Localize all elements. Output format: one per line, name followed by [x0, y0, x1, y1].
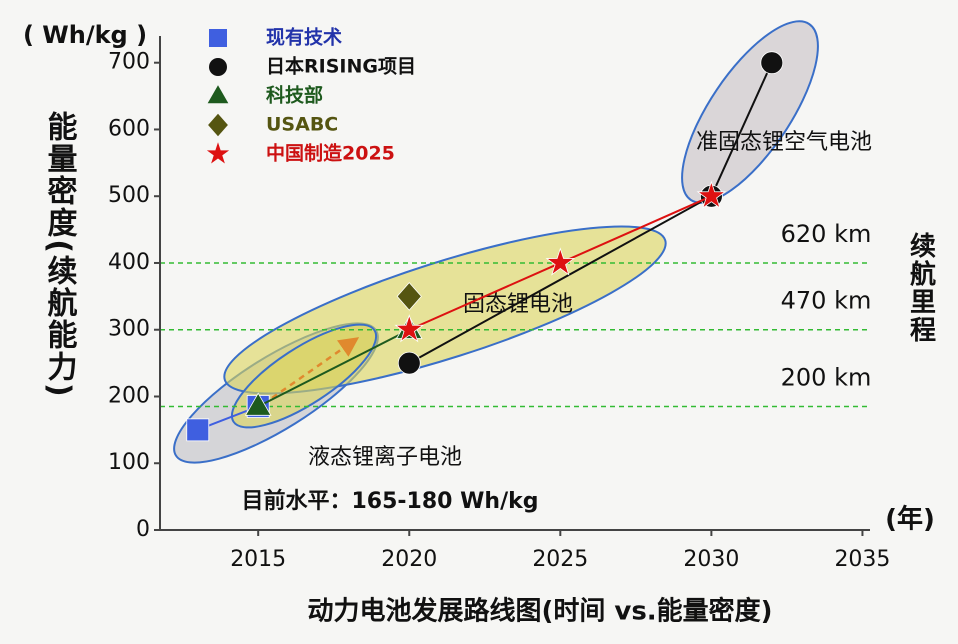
marker: [209, 58, 227, 76]
x-tick-label: 2025: [532, 547, 588, 572]
marker: [186, 418, 210, 442]
annotation: 固态锂电池: [463, 292, 573, 317]
marker: [206, 142, 230, 164]
y-tick-label: 0: [136, 517, 150, 542]
y2-axis-label: 续航里程: [906, 231, 936, 344]
x-tick-label: 2035: [834, 547, 890, 572]
marker: [394, 314, 425, 343]
y-tick-label: 100: [108, 450, 150, 475]
reference-label: 470 km: [781, 287, 872, 315]
y-axis-label: 能量密度(续航能力): [42, 111, 78, 398]
marker: [397, 351, 421, 375]
marker: [208, 113, 228, 137]
chart-title: 动力电池发展路线图(时间 vs.能量密度): [307, 596, 772, 627]
marker: [545, 247, 576, 276]
y-tick-label: 500: [108, 183, 150, 208]
y-tick-label: 300: [108, 317, 150, 342]
marker: [244, 392, 272, 416]
arrow: [271, 337, 360, 400]
reference-label: 200 km: [781, 364, 872, 392]
y-tick-label: 200: [108, 383, 150, 408]
legend-label: 科技部: [266, 84, 323, 107]
reference-label: 620 km: [781, 220, 872, 248]
x-tick-label: 2015: [230, 547, 286, 572]
annotation: 液态锂离子电池: [308, 445, 462, 470]
marker: [760, 51, 784, 75]
legend-label: 日本RISING项目: [266, 55, 416, 78]
marker: [396, 281, 422, 311]
y-tick-label: 700: [108, 50, 150, 75]
y-unit: ( Wh/kg ): [23, 21, 147, 49]
y-tick-label: 600: [108, 116, 150, 141]
legend-label: 现有技术: [266, 26, 342, 49]
annotation: 目前水平：165-180 Wh/kg: [242, 488, 539, 514]
x-unit: (年): [885, 504, 935, 535]
marker: [207, 85, 229, 104]
x-tick-label: 2020: [381, 547, 437, 572]
marker: [696, 180, 727, 209]
annotation: 准固态锂空气电池: [696, 130, 872, 155]
series-line: [257, 328, 410, 408]
y-tick-label: 400: [108, 250, 150, 275]
marker: [209, 29, 227, 47]
x-tick-label: 2030: [683, 547, 739, 572]
legend-label: 中国制造2025: [266, 142, 395, 165]
legend-label: USABC: [266, 114, 338, 136]
